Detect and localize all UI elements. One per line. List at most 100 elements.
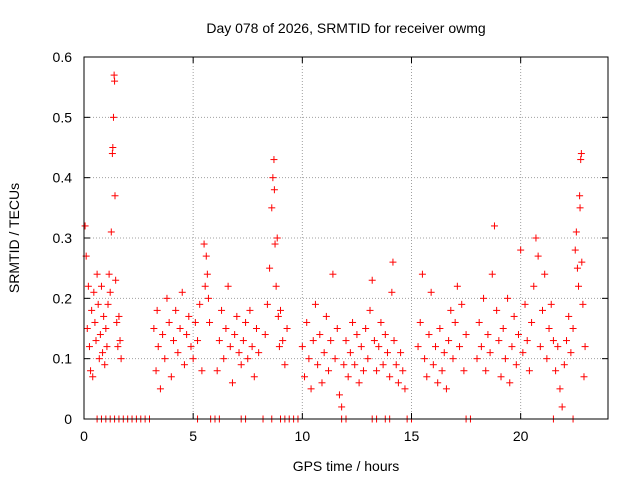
- data-point: [379, 361, 387, 369]
- y-tick-label: 0.2: [53, 290, 73, 306]
- data-point: [112, 276, 120, 284]
- data-point: [499, 325, 507, 332]
- x-axis-label: GPS time / hours: [293, 458, 400, 474]
- data-point: [477, 343, 485, 351]
- data-point: [316, 331, 324, 339]
- data-point: [277, 306, 284, 314]
- data-point: [528, 318, 536, 326]
- data-point: [501, 355, 509, 363]
- data-point: [434, 379, 442, 387]
- data-point: [539, 306, 546, 314]
- data-point: [556, 385, 564, 393]
- data-point: [480, 294, 488, 302]
- data-point: [185, 312, 193, 320]
- data-point: [110, 71, 118, 79]
- data-point: [512, 361, 520, 369]
- data-point: [301, 373, 309, 381]
- data-point: [106, 288, 114, 296]
- data-point: [445, 337, 453, 345]
- data-point: [163, 294, 171, 302]
- data-point: [386, 373, 394, 381]
- data-point: [90, 288, 98, 296]
- data-point: [569, 325, 577, 332]
- data-point: [575, 282, 583, 290]
- data-point: [573, 264, 581, 272]
- data-point: [390, 337, 398, 345]
- data-point: [189, 355, 197, 363]
- data-point: [103, 343, 111, 351]
- data-point: [213, 367, 221, 375]
- data-point: [83, 325, 91, 332]
- data-point: [488, 270, 496, 278]
- data-point: [534, 252, 542, 260]
- data-point: [109, 144, 117, 151]
- data-point: [183, 331, 191, 339]
- data-point: [322, 312, 330, 320]
- data-point: [427, 288, 435, 296]
- data-point: [327, 337, 335, 345]
- data-point: [220, 355, 228, 363]
- data-point: [340, 361, 348, 369]
- data-point: [357, 343, 365, 351]
- data-point: [244, 355, 252, 363]
- data-point: [281, 361, 289, 369]
- data-point: [309, 337, 317, 345]
- data-point: [351, 361, 359, 369]
- data-point: [514, 331, 522, 339]
- data-point: [416, 318, 424, 326]
- data-point: [338, 403, 346, 411]
- data-point: [580, 373, 588, 381]
- data-point: [104, 300, 112, 308]
- data-point: [215, 337, 223, 345]
- data-point: [394, 379, 402, 387]
- data-point: [117, 355, 125, 363]
- data-point: [191, 318, 199, 326]
- data-point: [521, 300, 529, 308]
- x-tick-label: 5: [189, 428, 197, 444]
- data-point: [504, 294, 512, 302]
- data-point: [329, 270, 337, 278]
- data-point: [154, 343, 162, 351]
- data-point: [462, 331, 470, 339]
- data-point: [95, 355, 103, 363]
- data-point: [418, 270, 426, 278]
- data-point: [508, 343, 516, 351]
- data-point: [228, 379, 236, 387]
- data-point: [543, 355, 551, 363]
- data-point: [255, 349, 263, 357]
- data-point: [355, 379, 363, 387]
- data-point: [565, 312, 573, 320]
- y-tick-label: 0.1: [53, 351, 73, 367]
- data-point: [91, 318, 99, 326]
- data-point: [222, 325, 230, 332]
- data-point: [224, 282, 232, 290]
- data-point: [458, 300, 466, 308]
- data-point: [389, 258, 397, 266]
- x-tick-label: 0: [80, 428, 88, 444]
- data-point: [100, 312, 108, 320]
- data-point: [92, 337, 100, 345]
- data-point: [270, 186, 278, 194]
- data-point: [196, 300, 204, 308]
- data-point: [346, 349, 354, 357]
- data-point: [429, 361, 437, 369]
- data-point: [366, 306, 374, 314]
- data-point: [373, 367, 381, 375]
- data-point: [460, 367, 468, 375]
- data-point: [563, 337, 571, 345]
- data-point: [375, 343, 383, 351]
- data-point: [368, 276, 376, 284]
- data-point: [269, 174, 277, 182]
- data-point: [172, 306, 180, 314]
- data-point: [263, 300, 271, 308]
- y-axis-label: SRMTID / TECUs: [6, 183, 22, 293]
- data-point: [558, 403, 566, 411]
- data-point: [377, 318, 385, 326]
- data-point: [107, 228, 115, 236]
- data-point: [364, 355, 372, 363]
- data-point: [311, 300, 319, 308]
- data-point: [560, 361, 568, 369]
- x-tick-label: 20: [513, 428, 529, 444]
- data-point: [165, 318, 173, 326]
